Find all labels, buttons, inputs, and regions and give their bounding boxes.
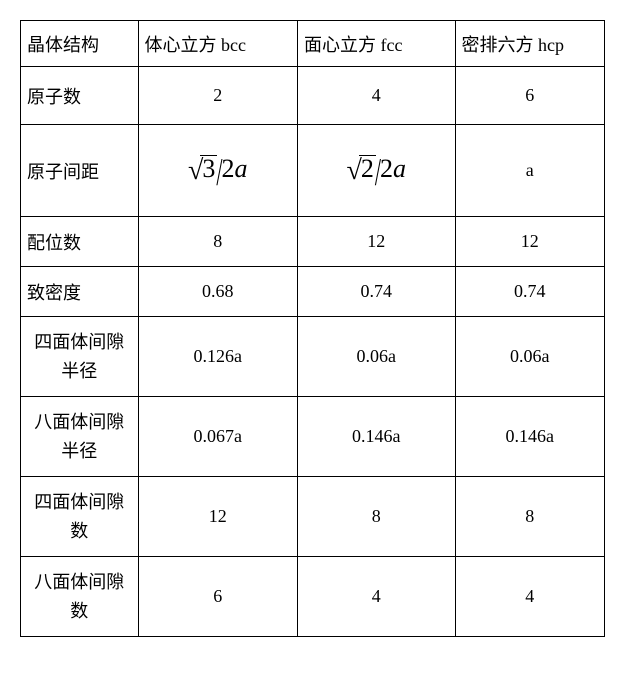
cell-value: 0.146a [455, 397, 605, 477]
cell-formula-fcc: √2/2a [298, 125, 456, 217]
row-label-atom-count: 原子数 [21, 67, 139, 125]
cell-value: 8 [455, 477, 605, 557]
cell-value: 8 [138, 217, 297, 267]
table-row: 原子数 2 4 6 [21, 67, 605, 125]
formula-sqrt2-over-2a: √2/2a [347, 154, 407, 183]
formula-sqrt3-over-2a: √3/2a [188, 154, 248, 183]
cell-value: 0.74 [298, 267, 456, 317]
cell-formula-bcc: √3/2a [138, 125, 297, 217]
cell-value: 4 [298, 67, 456, 125]
table-row: 八面体间隙 半径 0.067a 0.146a 0.146a [21, 397, 605, 477]
cell-value: 12 [138, 477, 297, 557]
col-header-bcc: 体心立方 bcc [138, 21, 297, 67]
table-row: 四面体间隙 半径 0.126a 0.06a 0.06a [21, 317, 605, 397]
cell-value: 12 [455, 217, 605, 267]
row-label-octa-radius: 八面体间隙 半径 [21, 397, 139, 477]
cell-value: 0.126a [138, 317, 297, 397]
cell-value: 8 [298, 477, 456, 557]
cell-value: 12 [298, 217, 456, 267]
table-row: 八面体间隙 数 6 4 4 [21, 557, 605, 637]
col-header-fcc: 面心立方 fcc [298, 21, 456, 67]
cell-value: 4 [298, 557, 456, 637]
cell-value: 0.067a [138, 397, 297, 477]
cell-value: a [455, 125, 605, 217]
cell-value: 2 [138, 67, 297, 125]
row-label-tetra-count: 四面体间隙 数 [21, 477, 139, 557]
cell-value: 0.68 [138, 267, 297, 317]
row-label-atom-distance: 原子间距 [21, 125, 139, 217]
row-label-packing: 致密度 [21, 267, 139, 317]
cell-value: 6 [138, 557, 297, 637]
row-label-octa-count: 八面体间隙 数 [21, 557, 139, 637]
table-row: 配位数 8 12 12 [21, 217, 605, 267]
cell-value: 0.06a [298, 317, 456, 397]
table-row: 四面体间隙 数 12 8 8 [21, 477, 605, 557]
table-row: 原子间距 √3/2a √2/2a a [21, 125, 605, 217]
crystal-structure-table: 晶体结构 体心立方 bcc 面心立方 fcc 密排六方 hcp 原子数 2 4 … [20, 20, 605, 637]
col-header-structure: 晶体结构 [21, 21, 139, 67]
row-label-tetra-radius: 四面体间隙 半径 [21, 317, 139, 397]
table-header-row: 晶体结构 体心立方 bcc 面心立方 fcc 密排六方 hcp [21, 21, 605, 67]
cell-value: 0.74 [455, 267, 605, 317]
col-header-hcp: 密排六方 hcp [455, 21, 605, 67]
cell-value: 0.06a [455, 317, 605, 397]
cell-value: 6 [455, 67, 605, 125]
cell-value: 0.146a [298, 397, 456, 477]
row-label-coordination: 配位数 [21, 217, 139, 267]
cell-value: 4 [455, 557, 605, 637]
table-row: 致密度 0.68 0.74 0.74 [21, 267, 605, 317]
